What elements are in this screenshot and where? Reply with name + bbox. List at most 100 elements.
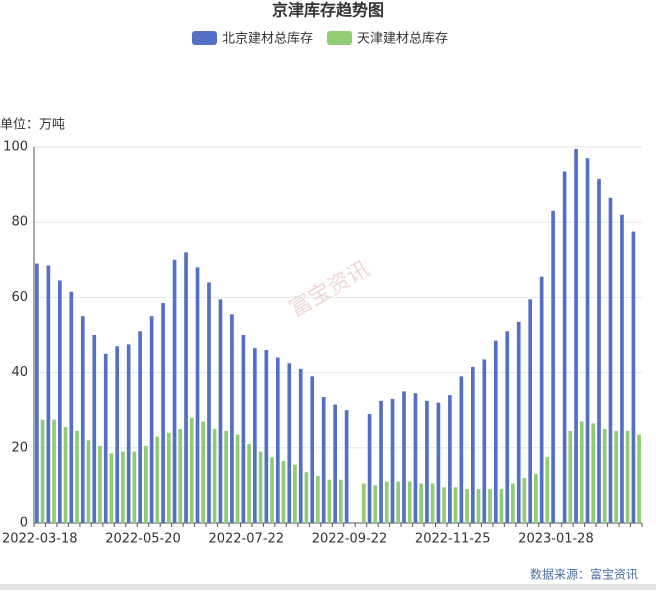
scroll-bar (0, 584, 656, 590)
bar (69, 291, 74, 523)
bar (534, 474, 538, 523)
bar (551, 210, 555, 524)
bar (281, 460, 286, 523)
bar (132, 451, 137, 523)
bar (344, 410, 349, 523)
y-tick-label: 20 (11, 440, 28, 455)
source: 数据来源：富宝资讯 (530, 567, 638, 582)
bar (430, 483, 435, 523)
bar (98, 445, 102, 523)
bar (539, 276, 544, 523)
bar (321, 397, 326, 523)
bar (361, 483, 366, 523)
bar (442, 487, 446, 523)
bar (80, 316, 85, 523)
bar (109, 453, 114, 523)
legend-swatch (327, 31, 353, 45)
bar (413, 393, 418, 523)
bar (425, 400, 429, 523)
bar (201, 421, 206, 523)
bar (270, 457, 274, 523)
bar (373, 485, 378, 523)
bar (579, 421, 584, 523)
bar (184, 252, 188, 523)
bar (103, 353, 108, 523)
bar (602, 429, 607, 523)
bar (488, 489, 492, 523)
bar (448, 395, 452, 523)
bar (637, 434, 641, 523)
bar (287, 363, 292, 523)
legend-label: 天津建材总库存 (357, 31, 448, 47)
y-tick-label: 80 (11, 215, 28, 230)
bar (247, 444, 251, 523)
bar (40, 419, 45, 523)
bar (407, 481, 412, 523)
bar (316, 476, 320, 523)
bar (545, 457, 550, 523)
bar (63, 427, 68, 523)
bar (522, 477, 527, 523)
bar (436, 402, 441, 523)
bar (367, 413, 372, 523)
bar (327, 479, 332, 523)
bar (591, 423, 596, 523)
bar (465, 489, 469, 523)
bar (562, 171, 567, 523)
y-tick-label: 100 (3, 140, 28, 155)
bar (505, 331, 510, 523)
legend-label: 北京建材总库存 (222, 31, 313, 47)
bar (121, 451, 125, 523)
bar (166, 432, 171, 523)
bar (258, 451, 263, 523)
bar (224, 430, 228, 523)
x-tick-label: 2022-05-20 (105, 532, 181, 547)
bar (155, 436, 160, 523)
bar (58, 280, 62, 523)
bar (143, 445, 148, 523)
bar (614, 430, 618, 523)
bar (172, 259, 177, 523)
bar (482, 359, 487, 523)
bar (75, 430, 79, 523)
bar (235, 434, 240, 523)
bar (419, 483, 423, 523)
bar (631, 231, 636, 523)
bar (528, 299, 533, 523)
bar (86, 440, 91, 523)
bar (339, 479, 343, 523)
bar (218, 299, 223, 523)
bar (230, 314, 234, 523)
y-tick-label: 40 (11, 365, 28, 380)
bar (402, 391, 406, 523)
bar (574, 148, 578, 523)
chart-title: 京津库存趋势图 (272, 1, 384, 20)
bar (499, 489, 504, 523)
bar (35, 263, 39, 523)
bar (212, 429, 217, 523)
bar (138, 331, 142, 523)
bar (390, 398, 395, 523)
bar (52, 419, 56, 523)
bar (178, 429, 183, 523)
bar (264, 350, 269, 523)
bar (396, 481, 401, 523)
legend-swatch (192, 31, 217, 45)
bar (189, 417, 194, 523)
bar (126, 344, 131, 523)
y-unit: 单位：万吨 (0, 118, 65, 133)
bar (597, 178, 601, 523)
x-tick-label: 2022-07-22 (208, 532, 284, 547)
bar (275, 357, 280, 523)
bar (511, 483, 515, 523)
bar (625, 430, 630, 523)
bar (568, 430, 573, 523)
bar (459, 376, 464, 523)
bar (298, 368, 303, 523)
bar (304, 472, 309, 523)
bar (620, 214, 624, 523)
bar (493, 340, 498, 523)
bar (195, 267, 200, 523)
bar (207, 282, 211, 523)
